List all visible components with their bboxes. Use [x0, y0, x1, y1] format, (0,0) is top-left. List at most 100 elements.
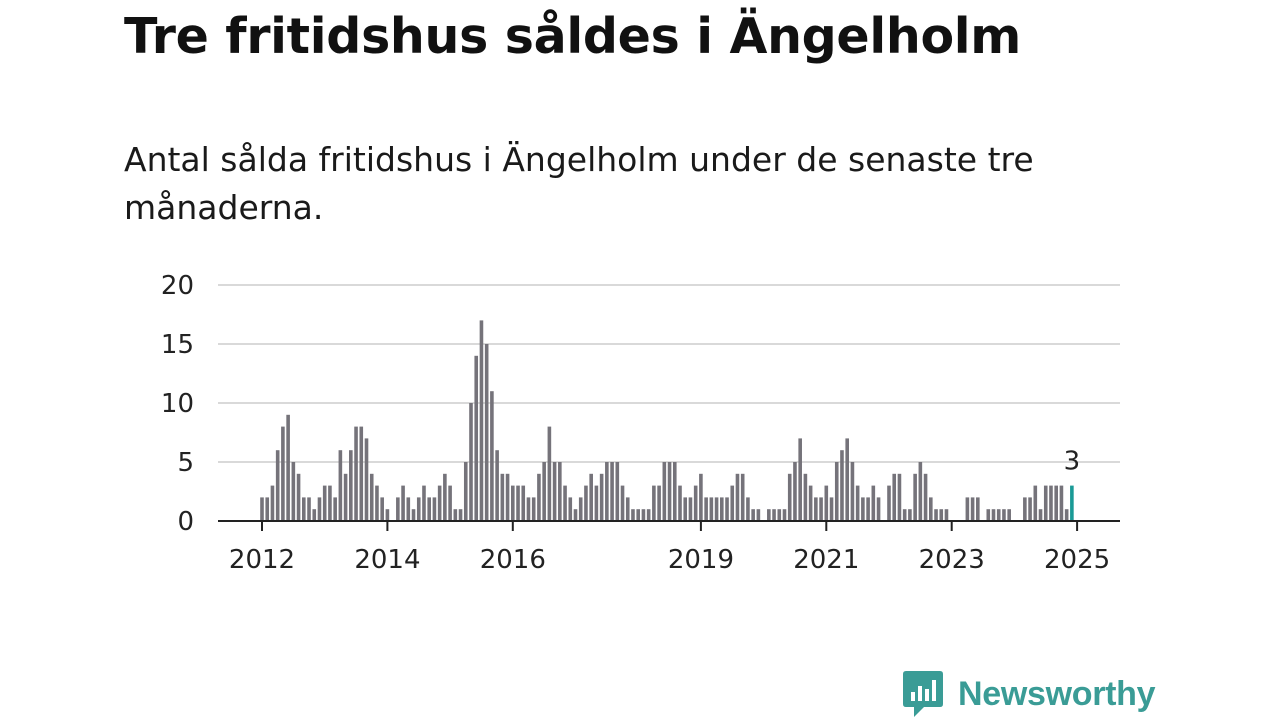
bar [991, 509, 996, 521]
bar [516, 485, 520, 521]
bar [678, 485, 682, 521]
x-tick-label: 2016 [480, 545, 546, 575]
bar [458, 509, 463, 521]
bar [631, 509, 635, 521]
bar [1043, 485, 1048, 521]
bar [620, 485, 625, 521]
bar [542, 462, 546, 521]
bar [918, 462, 923, 521]
bar [777, 509, 782, 521]
bar [573, 509, 578, 521]
bar [432, 497, 437, 521]
bar [453, 509, 458, 521]
bar [746, 497, 750, 521]
x-tick-label: 2014 [354, 545, 420, 575]
bar [892, 473, 897, 521]
bar [965, 497, 970, 521]
bar [840, 450, 844, 521]
data-labels: 3 [1064, 447, 1081, 477]
bar [437, 485, 442, 521]
bar [996, 509, 1001, 521]
bar [364, 438, 369, 521]
bar [793, 462, 797, 521]
bar [1007, 509, 1011, 521]
bar [897, 473, 902, 521]
bar [500, 473, 505, 521]
bar [834, 462, 839, 521]
y-tick-label: 5 [177, 448, 194, 478]
bar [803, 473, 808, 521]
y-tick-label: 10 [161, 389, 194, 419]
bar [469, 403, 473, 521]
bar [683, 497, 688, 521]
bar [699, 473, 703, 521]
bar [479, 320, 484, 521]
bar [767, 509, 771, 521]
x-tick-label: 2019 [668, 545, 734, 575]
bar [704, 497, 708, 521]
bar [808, 485, 813, 521]
bar [286, 414, 290, 521]
bar [625, 497, 630, 521]
bar [427, 497, 431, 521]
bar [908, 509, 912, 521]
bar [787, 473, 792, 521]
bar [845, 438, 849, 521]
bar [902, 509, 907, 521]
bar [589, 473, 593, 521]
bar [1059, 485, 1064, 521]
bar [343, 473, 348, 521]
x-tick-label: 2025 [1044, 545, 1110, 575]
bar [1023, 497, 1027, 521]
x-tick-label: 2012 [229, 545, 295, 575]
bar [672, 462, 677, 521]
bar [349, 450, 353, 521]
bar [354, 426, 358, 521]
bar [495, 450, 499, 521]
bar [260, 497, 264, 521]
bar [929, 497, 933, 521]
bar [939, 509, 944, 521]
bar [720, 497, 724, 521]
bar [511, 485, 515, 521]
bar [537, 473, 541, 521]
bar [411, 509, 416, 521]
bar [714, 497, 719, 521]
bar [887, 485, 891, 521]
bar [385, 509, 390, 521]
newsworthy-logo: Newsworthy [902, 670, 1156, 718]
bar [798, 438, 802, 521]
bar [338, 450, 343, 521]
bar [986, 509, 991, 521]
bar [667, 462, 672, 521]
chart-subtitle: Antal sålda fritidshus i Ängelholm under… [124, 140, 1034, 227]
bar [976, 497, 980, 521]
x-axis: 2012 2014 2016 2019 2021 2023 2025 [218, 520, 1120, 575]
bar [578, 497, 583, 521]
bar [871, 485, 876, 521]
bar [359, 426, 364, 521]
bar [735, 473, 740, 521]
bar [322, 485, 327, 521]
chart-title: Tre fritidshus såldes i Ängelholm [124, 8, 1022, 65]
bar [406, 497, 411, 521]
bar [380, 497, 384, 521]
y-tick-label: 15 [161, 330, 194, 360]
bar [923, 473, 928, 521]
bar [636, 509, 640, 521]
bar [563, 485, 567, 521]
bar [599, 473, 604, 521]
bar [662, 462, 667, 521]
bar [829, 497, 834, 521]
bar [281, 426, 285, 521]
bar [1054, 485, 1058, 521]
bar [652, 485, 656, 521]
bar [396, 497, 400, 521]
bar [1064, 509, 1069, 521]
bar [944, 509, 949, 521]
bar [307, 497, 311, 521]
bar [709, 497, 714, 521]
bar [531, 497, 536, 521]
bar [526, 497, 531, 521]
bar [1028, 497, 1032, 521]
